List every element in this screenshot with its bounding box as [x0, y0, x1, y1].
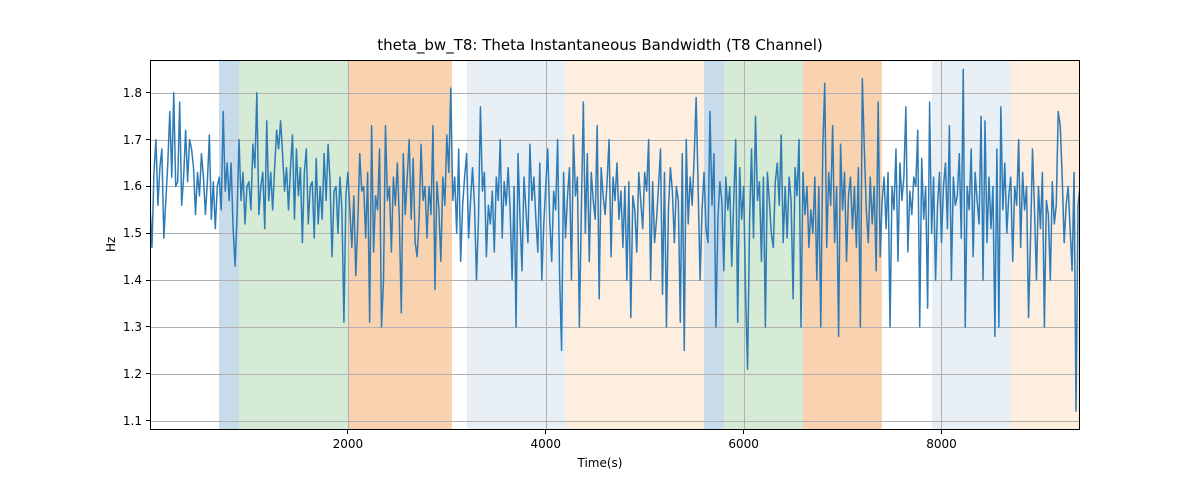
y-tick-mark	[146, 139, 150, 140]
y-tick-label: 1.5	[123, 226, 142, 240]
x-tick-label: 6000	[728, 437, 759, 451]
y-tick-label: 1.7	[123, 133, 142, 147]
x-tick-mark	[545, 430, 546, 434]
chart-title: theta_bw_T8: Theta Instantaneous Bandwid…	[0, 36, 1200, 54]
y-tick-label: 1.2	[123, 367, 142, 381]
x-tick-mark	[347, 430, 348, 434]
y-tick-mark	[146, 233, 150, 234]
plot-area	[150, 60, 1080, 430]
y-tick-label: 1.4	[123, 273, 142, 287]
y-tick-label: 1.3	[123, 320, 142, 334]
x-tick-label: 4000	[530, 437, 561, 451]
y-tick-mark	[146, 326, 150, 327]
y-tick-mark	[146, 373, 150, 374]
figure: theta_bw_T8: Theta Instantaneous Bandwid…	[0, 0, 1200, 500]
y-tick-label: 1.8	[123, 86, 142, 100]
series-line	[150, 60, 1080, 430]
x-tick-mark	[743, 430, 744, 434]
y-tick-mark	[146, 420, 150, 421]
x-tick-mark	[941, 430, 942, 434]
x-tick-label: 8000	[926, 437, 957, 451]
y-axis-label: Hz	[104, 237, 118, 252]
y-tick-mark	[146, 280, 150, 281]
y-tick-label: 1.1	[123, 414, 142, 428]
y-tick-label: 1.6	[123, 179, 142, 193]
x-axis-label: Time(s)	[0, 456, 1200, 470]
x-tick-label: 2000	[333, 437, 364, 451]
y-tick-mark	[146, 92, 150, 93]
y-tick-mark	[146, 186, 150, 187]
